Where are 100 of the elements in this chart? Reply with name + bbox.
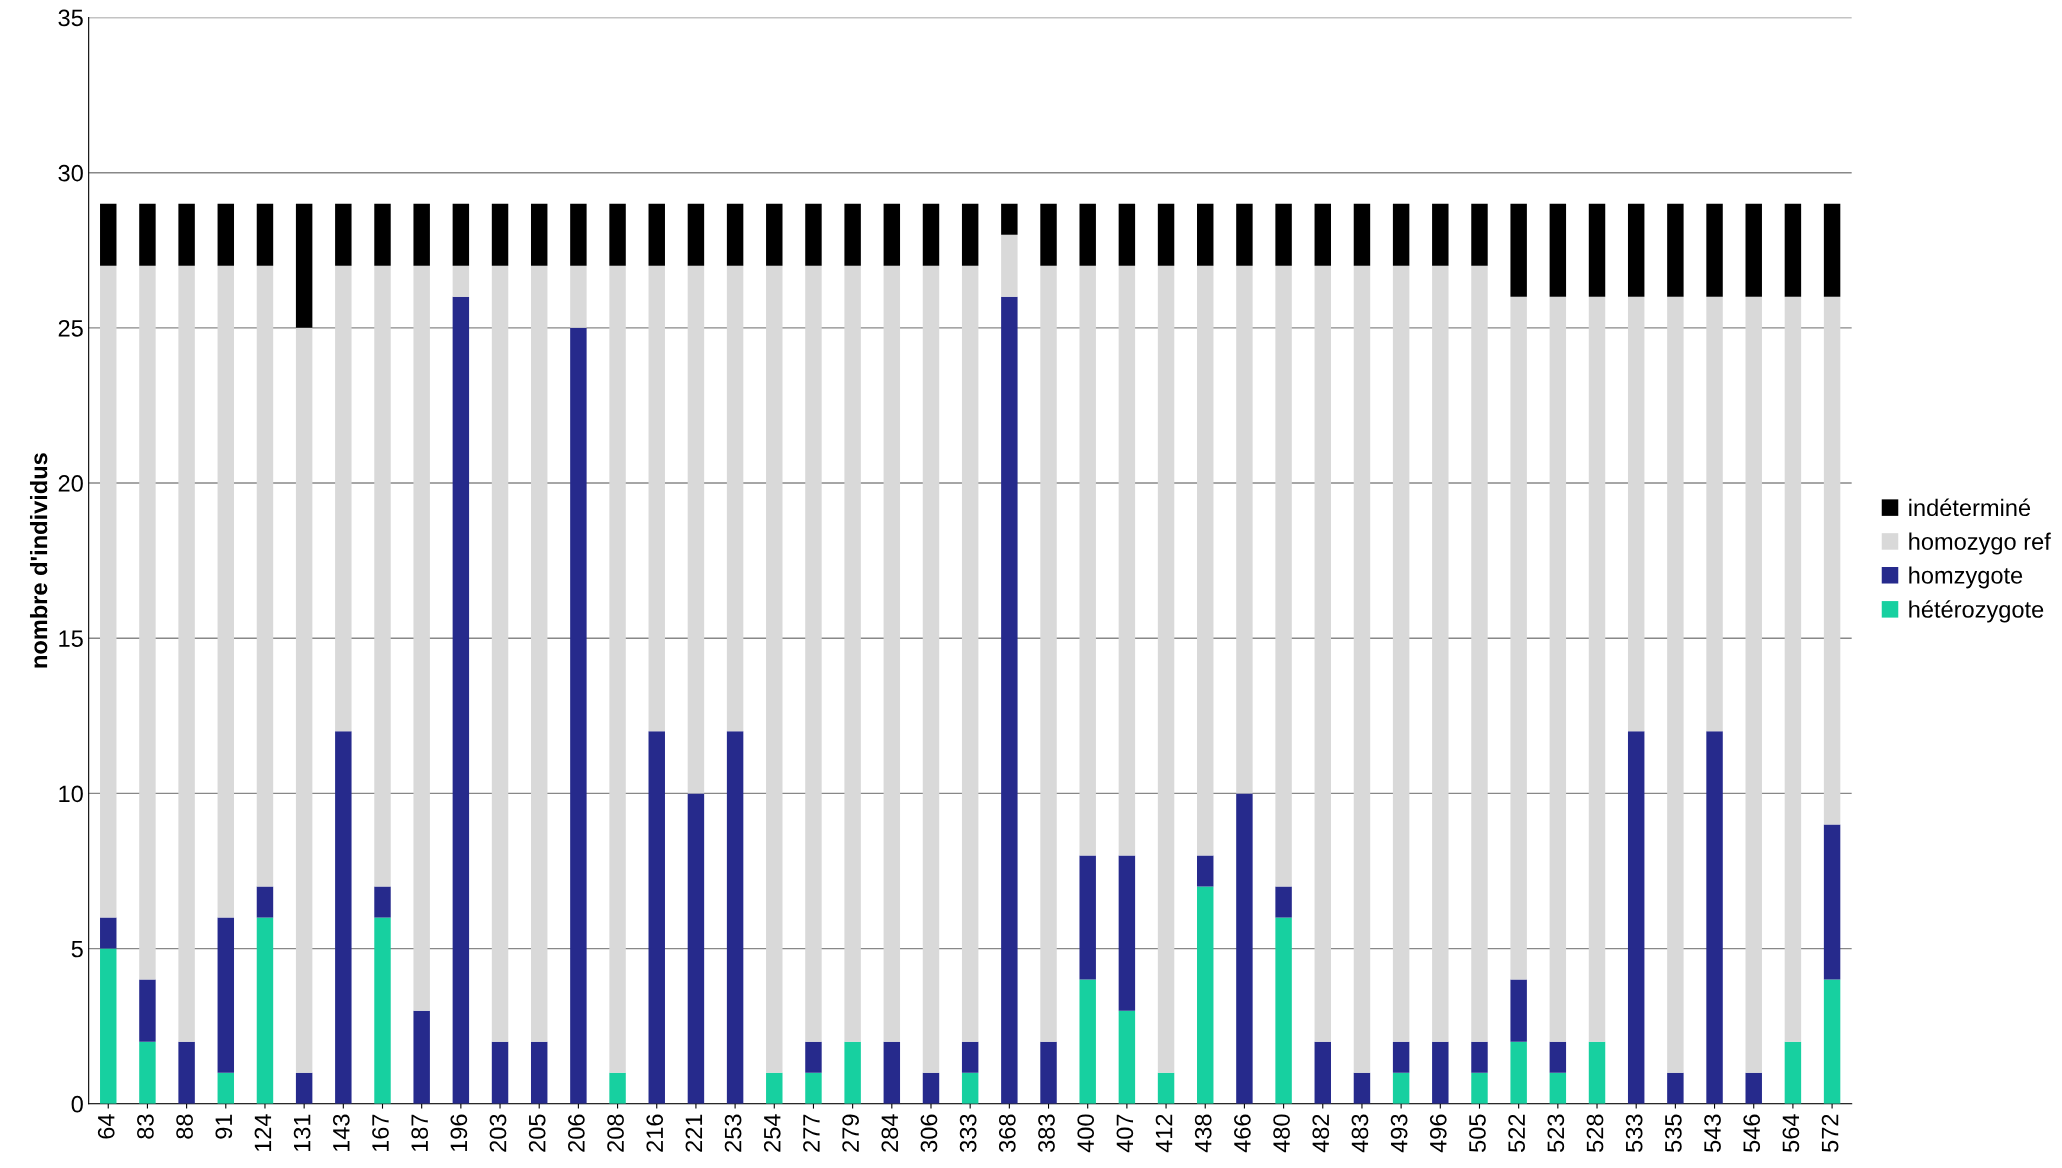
bar (805, 1041, 822, 1073)
bar (1627, 296, 1645, 732)
bar (1118, 855, 1136, 1011)
bar (609, 265, 626, 1073)
x-tick-label: 143 (332, 1114, 350, 1152)
bar (766, 1072, 783, 1104)
bar (1197, 265, 1214, 856)
bar (883, 265, 901, 1042)
bar (1667, 1072, 1684, 1104)
bar (1549, 296, 1567, 1042)
bar (1667, 296, 1684, 1073)
bar (1353, 203, 1371, 266)
bar (1314, 265, 1331, 1042)
x-tick-label: 523 (1547, 1114, 1565, 1152)
bar (1471, 203, 1488, 266)
bar (374, 917, 391, 1104)
bar (1784, 1041, 1802, 1104)
bar (1706, 203, 1723, 297)
bar (726, 265, 744, 732)
x-tick-label: 306 (920, 1114, 938, 1152)
bar (256, 203, 274, 266)
bar (766, 265, 783, 1073)
bar (1001, 203, 1018, 235)
bar (256, 265, 274, 887)
bar (1392, 265, 1410, 1042)
bar (1432, 1041, 1449, 1104)
bar (1157, 203, 1175, 266)
bar (1079, 203, 1096, 266)
bar (1001, 296, 1018, 1104)
bar (413, 265, 430, 1011)
bar (961, 203, 979, 266)
bar (1392, 1072, 1410, 1104)
bar (1667, 203, 1684, 297)
x-tick-label: 535 (1664, 1114, 1682, 1152)
x-tick-label: 279 (842, 1114, 859, 1152)
bar (295, 327, 313, 1073)
bar (1040, 265, 1057, 1042)
bar (452, 265, 470, 297)
bar (1432, 265, 1449, 1042)
bar (1745, 296, 1762, 1073)
bar (687, 793, 705, 1104)
bar (648, 203, 665, 266)
bar (1784, 203, 1802, 297)
bar (1784, 296, 1802, 1042)
x-tick-label: 412 (1155, 1114, 1173, 1153)
bar (570, 327, 587, 1104)
bar (217, 917, 235, 1073)
bar (1510, 1041, 1527, 1104)
x-tick-label: 564 (1782, 1114, 1800, 1152)
legend-label: homzygote (1909, 566, 2023, 589)
bar (1275, 917, 1292, 1104)
bar (335, 203, 352, 266)
bar (139, 203, 156, 266)
bar (1471, 1072, 1488, 1104)
y-tick-label: 0 (71, 1095, 83, 1113)
legend-label: hétérozygote (1909, 600, 2044, 623)
bar (570, 265, 587, 328)
x-tick-label: 64 (97, 1114, 115, 1139)
bar (1197, 855, 1214, 887)
bar (256, 886, 274, 918)
x-tick-label: 546 (1743, 1114, 1761, 1152)
bar (374, 203, 391, 266)
bar (1510, 203, 1527, 297)
bar (1275, 265, 1292, 887)
x-tick-label: 407 (1116, 1114, 1134, 1153)
x-tick-label: 216 (646, 1114, 664, 1152)
y-tick-label: 30 (58, 164, 83, 182)
x-tick-label: 496 (1429, 1114, 1447, 1153)
bar (100, 203, 117, 266)
bar (1627, 203, 1645, 297)
bar (491, 203, 509, 266)
bar (1079, 855, 1096, 980)
bar (922, 203, 940, 266)
x-tick-label: 333 (959, 1114, 977, 1152)
bar (1079, 265, 1096, 856)
bar (178, 203, 195, 266)
bar (1823, 979, 1841, 1104)
x-tick-label: 203 (489, 1114, 507, 1152)
x-tick-label: 124 (254, 1114, 272, 1152)
x-tick-label: 466 (1234, 1114, 1251, 1153)
x-tick-label: 284 (881, 1114, 899, 1152)
x-tick-label: 522 (1508, 1114, 1525, 1152)
x-tick-label: 480 (1273, 1114, 1290, 1153)
bar (1275, 203, 1292, 266)
bar (1118, 265, 1136, 856)
bar (961, 1072, 979, 1104)
bar (1823, 824, 1841, 980)
bar (1745, 203, 1762, 297)
bar (100, 948, 117, 1104)
bar (452, 296, 470, 1104)
x-tick-label: 83 (137, 1114, 154, 1139)
bar (1040, 203, 1057, 266)
bar (1627, 731, 1645, 1104)
legend-label: indéterminé (1909, 498, 2031, 517)
bar (217, 203, 235, 266)
bar (335, 731, 352, 1104)
bar (1118, 203, 1136, 266)
bar (961, 1041, 979, 1073)
bar (1432, 203, 1449, 266)
x-tick-label: 482 (1312, 1114, 1330, 1153)
